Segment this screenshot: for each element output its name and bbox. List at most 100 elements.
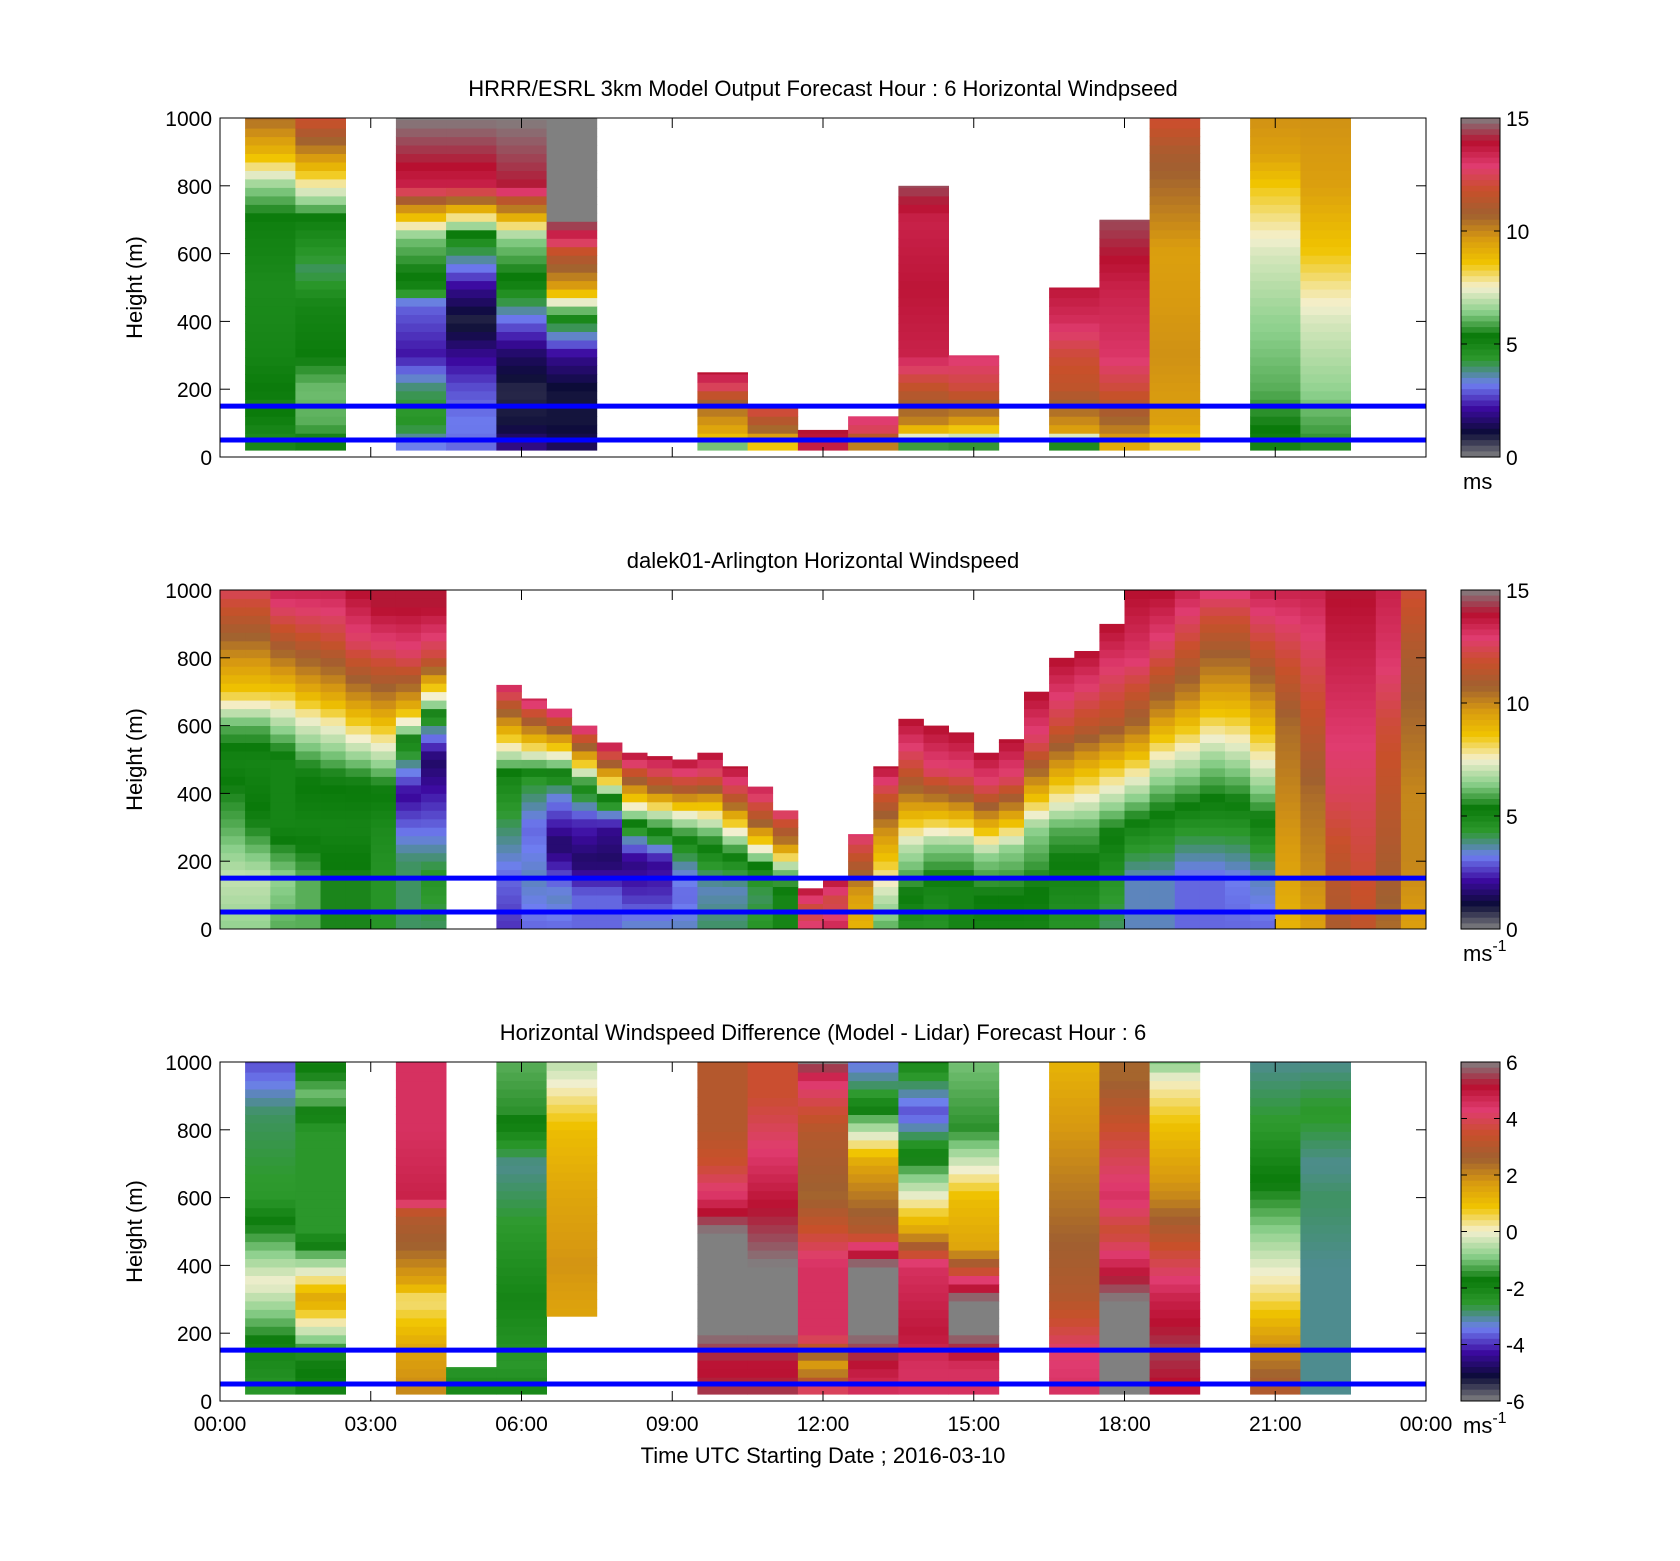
heatmap-cell	[948, 1131, 1000, 1141]
heatmap-cell	[923, 886, 949, 896]
heatmap-cell	[1300, 886, 1326, 896]
heatmap-cell	[1250, 598, 1276, 608]
heatmap-cell	[546, 895, 573, 904]
heatmap-cell	[1250, 1080, 1301, 1090]
heatmap-cell	[747, 878, 774, 887]
heatmap-cell	[1049, 886, 1075, 896]
heatmap-cell	[1149, 179, 1201, 188]
heatmap-cell	[622, 768, 648, 777]
heatmap-cell	[395, 886, 422, 896]
heatmap-cell	[1350, 623, 1377, 633]
heatmap-cell	[973, 861, 1000, 871]
heatmap-cell	[1325, 700, 1351, 710]
heatmap-cell	[1174, 895, 1201, 904]
heatmap-cell	[747, 869, 774, 879]
heatmap-cell	[697, 895, 723, 904]
heatmap-cell	[521, 793, 547, 803]
heatmap-cell	[496, 1351, 547, 1361]
heatmap-cell	[647, 818, 673, 828]
heatmap-cell	[898, 1334, 949, 1344]
heatmap-cell	[1149, 118, 1201, 121]
heatmap-cell	[370, 912, 397, 921]
heatmap-cell	[1049, 827, 1075, 837]
heatmap-cell	[1300, 314, 1351, 324]
heatmap-cell	[1300, 289, 1351, 299]
heatmap-cell	[245, 1275, 296, 1285]
heatmap-cell	[1174, 615, 1201, 625]
heatmap-cell	[320, 903, 346, 913]
colorbar-swatch	[1461, 1395, 1500, 1402]
heatmap-cell	[1149, 1326, 1201, 1336]
heatmap-cell	[1250, 717, 1276, 726]
heatmap-cell	[672, 818, 698, 828]
heatmap-cell	[421, 615, 447, 625]
heatmap-cell	[446, 289, 497, 299]
heatmap-cell	[596, 852, 623, 862]
heatmap-cell	[747, 1080, 799, 1090]
heatmap-cell	[395, 348, 447, 358]
heatmap-cell	[1049, 708, 1075, 718]
heatmap-cell	[1174, 801, 1201, 811]
colorbar-swatch	[1461, 753, 1500, 761]
heatmap-cell	[1149, 1360, 1201, 1370]
heatmap-cell	[848, 1131, 899, 1141]
heatmap-cell	[948, 920, 975, 930]
heatmap-cell	[1174, 861, 1201, 871]
heatmap-cell	[395, 1131, 447, 1141]
heatmap-cell	[295, 229, 346, 239]
heatmap-cell	[797, 1351, 849, 1361]
heatmap-cell	[1300, 153, 1351, 163]
heatmap-cell	[923, 784, 949, 794]
heatmap-cell	[1099, 1224, 1150, 1234]
heatmap-cell	[546, 827, 573, 837]
heatmap-cell	[345, 734, 372, 743]
heatmap-cell	[1149, 348, 1201, 358]
heatmap-cell	[1275, 784, 1301, 794]
heatmap-cell	[1049, 382, 1100, 392]
heatmap-cell	[496, 390, 547, 400]
heatmap-cell	[1099, 640, 1125, 650]
heatmap-cell	[245, 153, 296, 163]
heatmap-cell	[295, 691, 321, 701]
heatmap-cell	[948, 1080, 1000, 1090]
heatmap-cell	[1225, 657, 1251, 667]
heatmap-cell	[320, 632, 346, 642]
heatmap-cell	[1024, 878, 1050, 887]
heatmap-cell	[823, 895, 849, 904]
heatmap-cell	[370, 861, 397, 871]
heatmap-cell	[295, 725, 321, 735]
heatmap-cell	[1199, 717, 1226, 726]
heatmap-cell	[1199, 886, 1226, 896]
heatmap-cell	[1149, 1106, 1201, 1115]
heatmap-cell	[270, 725, 296, 735]
heatmap-cell	[1250, 1190, 1301, 1200]
heatmap-cell	[1049, 1148, 1100, 1158]
heatmap-cell	[1250, 196, 1301, 205]
y-tick-label: 800	[177, 176, 212, 199]
heatmap-cell	[446, 331, 497, 341]
heatmap-cell	[1174, 657, 1201, 667]
colorbar-swatch	[1461, 900, 1500, 907]
heatmap-cell	[395, 607, 422, 616]
heatmap-cell	[747, 786, 774, 794]
heatmap-cell	[270, 623, 296, 633]
heatmap-cell	[496, 306, 547, 315]
heatmap-cell	[1174, 691, 1201, 701]
heatmap-cell	[1275, 912, 1301, 921]
heatmap-cell	[848, 1309, 899, 1319]
heatmap-cell	[521, 734, 547, 743]
colorbar-swatch	[1461, 793, 1500, 800]
heatmap-cell	[898, 382, 949, 392]
y-tick-label: 400	[177, 1255, 212, 1278]
heatmap-cell	[1149, 280, 1201, 290]
heatmap-cell	[245, 263, 296, 273]
heatmap-cell	[1149, 289, 1201, 299]
heatmap-cell	[1250, 1284, 1301, 1293]
heatmap-cell	[747, 424, 799, 434]
heatmap-cell	[521, 776, 547, 786]
heatmap-cell	[370, 725, 397, 735]
colorbar-swatch	[1461, 197, 1500, 204]
heatmap-cell	[496, 818, 522, 828]
heatmap-cell	[1300, 263, 1351, 273]
heatmap-cell	[245, 340, 296, 349]
